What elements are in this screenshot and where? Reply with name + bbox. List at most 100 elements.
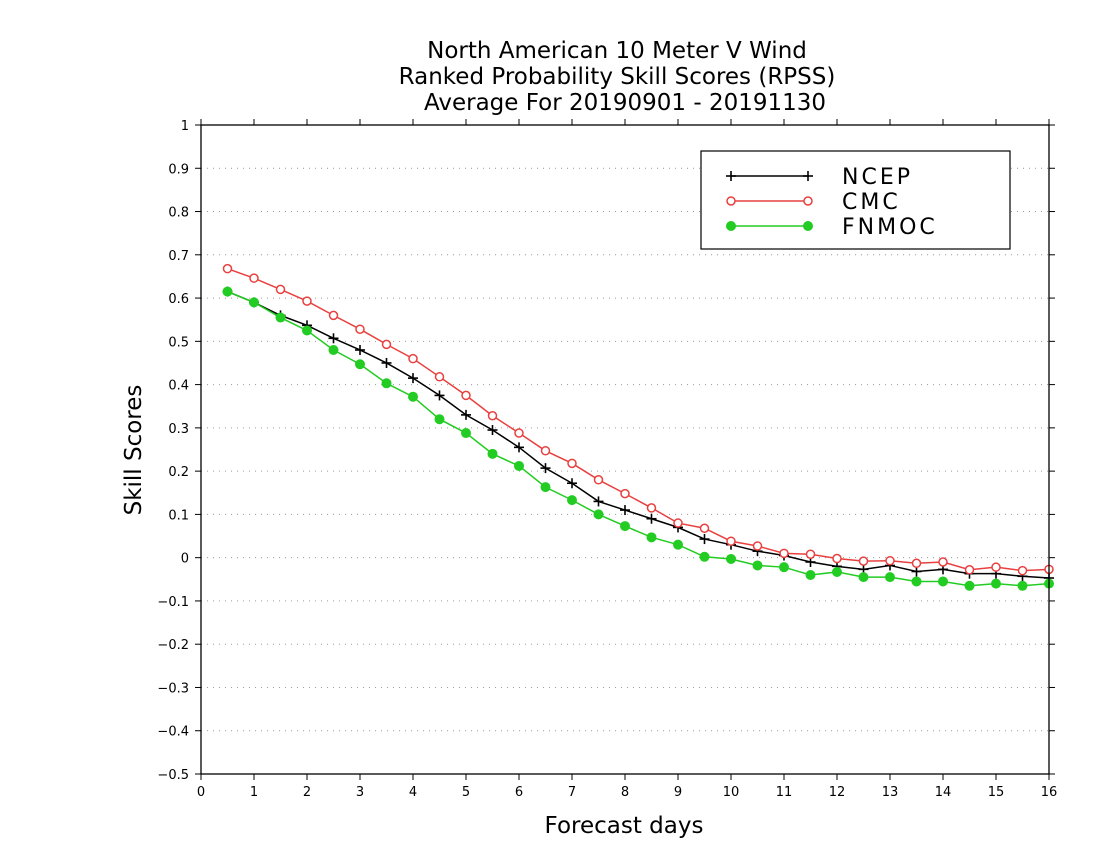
- data-point: [461, 409, 471, 420]
- x-tick-label: 1: [250, 785, 258, 800]
- data-point: [726, 536, 736, 546]
- y-tick-label: 0.4: [168, 379, 189, 394]
- x-axis-ticks: 0 1 2 3 4 5 6 7 8 9 10 11 12 13 14 15 16: [197, 119, 1057, 800]
- grid-lines: [201, 167, 1049, 732]
- data-point: [911, 558, 922, 569]
- series-line-ncep: [227, 290, 1050, 579]
- data-point: [752, 560, 763, 571]
- x-tick-label: 4: [409, 785, 417, 800]
- x-tick-label: 11: [776, 785, 793, 800]
- data-point: [803, 196, 813, 206]
- data-point: [938, 557, 948, 567]
- y-axis-ticks: 1 0.9 0.8 0.7 0.6 0.5 0.4 0.3 0.2 0.1 0 −0.1 −0.2 −0.…: [157, 119, 1055, 783]
- x-tick-label: 10: [723, 785, 740, 800]
- legend-box: [700, 150, 1011, 250]
- y-tick-label: 1: [181, 119, 189, 134]
- y-tick-label: 0.1: [168, 508, 189, 523]
- series-group: [222, 263, 1054, 591]
- legend-item-cmc: CMC: [726, 190, 901, 215]
- legend-label: CMC: [842, 190, 901, 215]
- data-point: [514, 428, 524, 438]
- data-point: [1017, 580, 1028, 591]
- data-point: [408, 373, 418, 384]
- data-point: [803, 221, 813, 231]
- x-tick-label: 5: [462, 785, 470, 800]
- data-point: [355, 324, 365, 334]
- data-point: [222, 286, 233, 297]
- data-point: [964, 580, 975, 591]
- data-point: [408, 391, 418, 402]
- data-point: [487, 411, 498, 421]
- data-point: [487, 448, 498, 459]
- legend-item-ncep: NCEP: [726, 165, 910, 190]
- data-point: [567, 458, 577, 469]
- chart-subtitle-2: Average For 20190901 - 20191130: [424, 90, 826, 116]
- x-tick-label: 8: [621, 785, 629, 800]
- data-point: [275, 312, 286, 323]
- data-point: [540, 463, 551, 474]
- data-point: [646, 503, 657, 513]
- data-point: [514, 460, 524, 471]
- x-tick-label: 6: [515, 785, 523, 800]
- series-line-fnmoc: [227, 290, 1050, 587]
- data-point: [779, 548, 789, 559]
- data-point: [593, 475, 604, 485]
- x-tick-label: 7: [568, 785, 576, 800]
- data-point: [249, 297, 259, 308]
- data-point: [803, 171, 813, 181]
- series-fnmoc: [222, 286, 1054, 591]
- data-point: [540, 482, 551, 493]
- data-point: [779, 562, 789, 573]
- data-point: [673, 518, 683, 528]
- data-point: [832, 566, 842, 577]
- data-point: [726, 196, 736, 206]
- series-line-cmc: [227, 267, 1050, 572]
- chart-subtitle-1: Ranked Probability Skill Scores (RPSS): [399, 64, 836, 90]
- data-point: [408, 353, 418, 364]
- data-point: [487, 425, 498, 436]
- data-point: [726, 171, 736, 181]
- data-point: [434, 414, 445, 425]
- data-point: [328, 344, 339, 355]
- y-tick-label: −0.4: [157, 725, 189, 740]
- x-tick-label: 13: [882, 785, 899, 800]
- data-point: [328, 333, 339, 344]
- chart-title: North American 10 Meter V Wind: [427, 38, 807, 64]
- data-point: [567, 495, 577, 506]
- data-point: [646, 513, 657, 524]
- x-tick-label: 2: [303, 785, 311, 800]
- data-point: [302, 325, 312, 336]
- data-point: [726, 553, 736, 564]
- data-point: [567, 478, 577, 489]
- data-point: [434, 372, 445, 382]
- x-tick-label: 15: [988, 785, 1005, 800]
- y-tick-label: 0.7: [168, 249, 189, 264]
- data-point: [858, 572, 869, 583]
- data-point: [381, 339, 392, 350]
- x-axis-label: Forecast days: [545, 813, 704, 839]
- y-tick-label: 0.3: [168, 422, 189, 437]
- y-tick-label: 0: [181, 552, 189, 567]
- data-point: [699, 534, 710, 545]
- data-point: [620, 505, 630, 516]
- data-point: [991, 562, 1001, 572]
- data-point: [1017, 565, 1028, 576]
- data-point: [461, 428, 471, 439]
- data-point: [434, 390, 445, 401]
- data-point: [620, 488, 630, 499]
- data-point: [514, 442, 524, 453]
- data-point: [646, 532, 657, 543]
- data-point: [673, 539, 683, 550]
- x-tick-label: 14: [935, 785, 952, 800]
- data-point: [699, 551, 710, 562]
- data-point: [885, 555, 895, 566]
- y-tick-label: −0.3: [157, 681, 189, 696]
- legend-label: FNMOC: [842, 215, 938, 240]
- data-point: [275, 284, 286, 295]
- data-point: [222, 263, 233, 274]
- x-tick-label: 0: [197, 785, 205, 800]
- data-point: [328, 310, 339, 321]
- y-axis-label: Skill Scores: [121, 385, 147, 516]
